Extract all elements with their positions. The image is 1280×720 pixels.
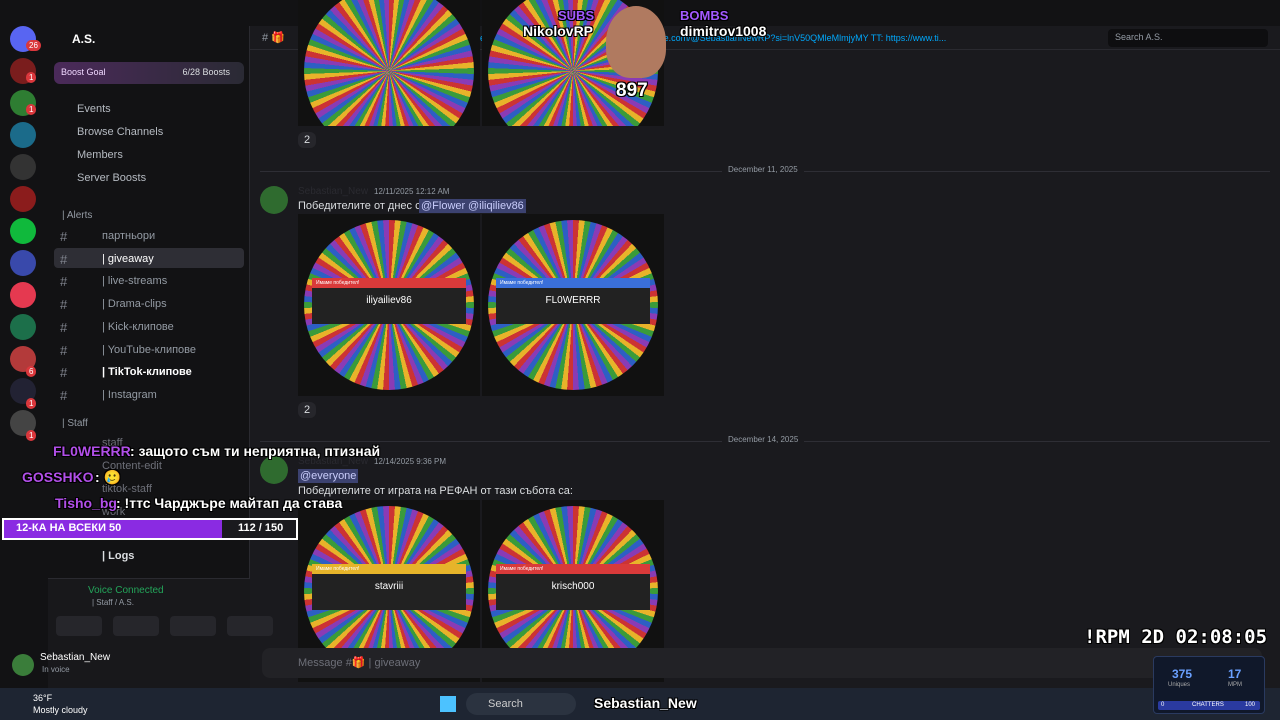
timestamp: 12/11/2025 12:12 AM <box>374 187 450 196</box>
channel[interactable]: | giveaway <box>102 252 154 265</box>
message-text: Победителите от играта на РЕФАН от тази … <box>298 485 573 497</box>
hash: # <box>60 387 68 403</box>
hash: # <box>60 365 68 381</box>
author: Sebastian_New <box>298 186 369 197</box>
avatar <box>260 456 288 484</box>
message-text: Победителите от днес са: <box>298 200 430 212</box>
winner-name: stavriii <box>374 581 404 592</box>
boost-progress: 6/28 Boosts <box>182 67 230 77</box>
badge: 1 <box>26 72 37 83</box>
channel[interactable]: tiktok-staff <box>102 483 152 495</box>
wheel-image <box>298 0 480 126</box>
avatar <box>12 654 34 676</box>
badge: 1 <box>26 398 37 409</box>
date: December 11, 2025 <box>722 165 804 174</box>
channel[interactable]: партньори <box>102 230 156 242</box>
winner-name: FL0WERRR <box>545 295 601 306</box>
boost-bar[interactable]: Boost Goal 6/28 Boosts <box>54 62 244 84</box>
reaction[interactable]: 2 <box>298 402 317 418</box>
channel[interactable]: | Drama-clips <box>102 298 167 311</box>
nav-item[interactable]: Members <box>77 149 123 161</box>
hash: # <box>60 297 68 313</box>
channel[interactable]: | Logs <box>102 550 135 562</box>
messages: 2 December 11, 2025 Sebastian_New 12/11/202… <box>250 0 1280 688</box>
user-status: In voice <box>42 665 70 674</box>
server-icon[interactable] <box>10 122 36 148</box>
user-name: Sebastian_New <box>40 652 111 663</box>
server-icon[interactable] <box>10 218 36 244</box>
wheel-image <box>482 0 664 126</box>
selected-row <box>54 247 244 268</box>
author: Sebastian_New <box>298 456 369 467</box>
boost-goal: Boost Goal <box>61 67 106 77</box>
channel[interactable]: staff <box>102 437 123 449</box>
channel[interactable]: | TikTok-клипове <box>102 366 192 379</box>
avatar <box>260 186 288 214</box>
search[interactable]: Search <box>466 693 576 715</box>
hash: # <box>60 251 68 267</box>
voice-button[interactable] <box>56 616 102 636</box>
temp: 36°F <box>33 693 53 703</box>
winner-popup: Имаме победител! iliyailiev86 <box>312 278 466 324</box>
voice-panel: Voice Connected | Staff / A.S. Sebastian_N… <box>12 578 273 688</box>
popup-header: Имаме победител! <box>312 278 466 288</box>
start[interactable] <box>440 696 456 712</box>
mention[interactable]: @Flower <box>419 199 468 213</box>
search-box[interactable]: Search A.S. <box>1108 29 1268 47</box>
hash: # <box>60 319 68 335</box>
winner-name: iliyailiev86 <box>366 295 412 306</box>
reaction[interactable]: 2 <box>298 132 317 148</box>
voice-button[interactable] <box>113 616 159 636</box>
winner-popup: Имаме победител! FL0WERRR <box>496 278 650 324</box>
category[interactable]: | Alerts <box>62 210 93 221</box>
server-icon[interactable] <box>10 314 36 340</box>
taskbar: 36°F Mostly cloudy Search <box>0 688 1280 720</box>
weather: Mostly cloudy <box>33 705 88 715</box>
date: December 14, 2025 <box>722 435 805 444</box>
channel[interactable]: work <box>102 506 126 518</box>
voice-button[interactable] <box>170 616 216 636</box>
wheel-image[interactable]: Имаме победител! iliyailiev86 <box>298 214 480 396</box>
nav-item[interactable]: Browse Channels <box>77 126 164 138</box>
badge: 6 <box>26 366 37 377</box>
wheel-image[interactable]: Имаме победител! krisch000 <box>482 500 664 682</box>
hash: # <box>60 229 68 244</box>
badge: 26 <box>26 40 41 51</box>
channel[interactable]: | live-streams <box>102 275 168 288</box>
badge: 1 <box>26 104 37 115</box>
hash: # 🎁 <box>262 32 285 44</box>
hash: # <box>60 342 68 358</box>
winner-popup: Имаме победител! krisch000 <box>496 564 650 610</box>
timestamp: 12/14/2025 9:36 PM <box>374 457 447 466</box>
badge: 1 <box>26 430 37 441</box>
mention[interactable]: @iliqiliev86 <box>466 199 526 213</box>
server-name[interactable]: A.S. <box>72 32 96 46</box>
nav-item[interactable]: Server Boosts <box>77 172 147 184</box>
category[interactable]: | Staff <box>62 418 88 429</box>
popup-header: Имаме победител! <box>496 278 650 288</box>
server-icon[interactable] <box>10 154 36 180</box>
channel[interactable]: | Kick-клипове <box>102 320 174 333</box>
server-icon[interactable] <box>10 186 36 212</box>
channel[interactable]: Content-edit <box>102 460 162 472</box>
server-icon[interactable] <box>10 250 36 276</box>
nav-item[interactable]: Events <box>77 103 111 115</box>
server-rail: 26 1 1 6 1 1 <box>0 26 48 688</box>
winner-popup: Имаме победител! stavriii <box>312 564 466 610</box>
channel[interactable]: | Instagram <box>102 388 157 401</box>
hash: # <box>60 274 68 290</box>
voice-button[interactable] <box>227 616 273 636</box>
mention[interactable]: @everyone <box>298 469 359 483</box>
composer[interactable]: Message #🎁 | giveaway <box>262 648 1262 678</box>
voice-status: Voice Connected <box>88 585 164 596</box>
popup-header: Имаме победител! <box>312 564 466 574</box>
voice-channel: | Staff / A.S. <box>92 598 134 607</box>
winner-name: krisch000 <box>551 581 595 592</box>
wheel-image[interactable]: Имаме победител! FL0WERRR <box>482 214 664 396</box>
channel[interactable]: | YouTube-клипове <box>102 343 197 356</box>
sidebar: A.S. Boost Goal 6/28 Boosts Events Browse… <box>12 26 273 688</box>
server-icon[interactable] <box>10 282 36 308</box>
popup-header: Имаме победител! <box>496 564 650 574</box>
